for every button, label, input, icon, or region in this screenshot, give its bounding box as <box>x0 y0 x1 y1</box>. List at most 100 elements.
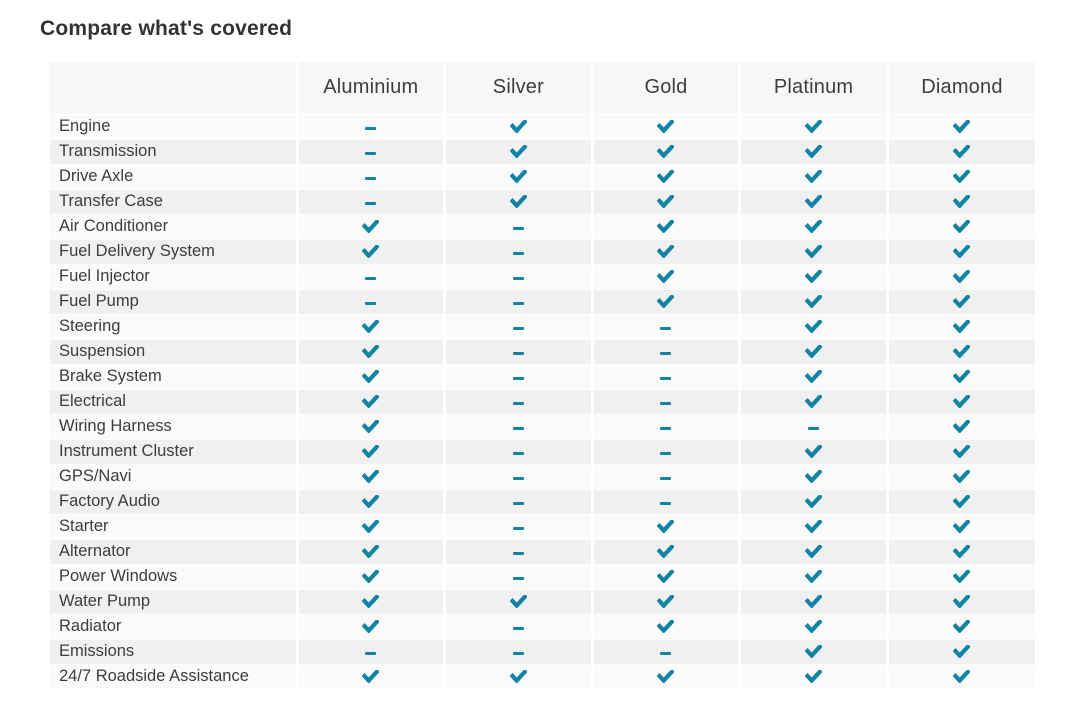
coverage-cell <box>590 138 740 164</box>
coverage-cell <box>885 163 1035 189</box>
coverage-cell <box>885 488 1035 514</box>
row-label: Fuel Injector <box>50 263 297 289</box>
check-icon <box>953 295 971 309</box>
check-icon <box>805 370 823 384</box>
check-icon <box>805 145 823 159</box>
table-row: Suspension <box>50 338 1035 364</box>
coverage-cell <box>590 213 740 239</box>
check-icon <box>805 470 823 484</box>
coverage-cell <box>590 413 740 439</box>
check-icon <box>805 295 823 309</box>
check-icon <box>362 345 380 359</box>
coverage-cell <box>738 438 888 464</box>
coverage-cell <box>295 563 445 589</box>
row-label: Fuel Pump <box>50 288 297 314</box>
check-icon <box>953 645 971 659</box>
coverage-cell <box>295 488 445 514</box>
coverage-cell <box>590 588 740 614</box>
row-label: Suspension <box>50 338 297 364</box>
table-row: Wiring Harness <box>50 413 1035 439</box>
dash-icon <box>512 276 524 281</box>
coverage-cell <box>885 113 1035 139</box>
check-icon <box>657 670 675 684</box>
coverage-cell <box>738 363 888 389</box>
coverage-cell <box>295 238 445 264</box>
coverage-cell <box>295 113 445 139</box>
check-icon <box>362 220 380 234</box>
table-row: Drive Axle <box>50 163 1035 189</box>
row-label: Engine <box>50 113 297 139</box>
check-icon <box>657 595 675 609</box>
check-icon <box>805 495 823 509</box>
coverage-cell <box>590 563 740 589</box>
coverage-cell <box>443 463 593 489</box>
dash-icon <box>365 151 377 156</box>
coverage-cell <box>443 638 593 664</box>
coverage-cell <box>295 538 445 564</box>
check-icon <box>953 445 971 459</box>
header-cell-silver: Silver <box>443 62 593 114</box>
coverage-cell <box>590 638 740 664</box>
table-row: Air Conditioner <box>50 213 1035 239</box>
coverage-cell <box>295 338 445 364</box>
coverage-cell <box>738 563 888 589</box>
coverage-cell <box>295 513 445 539</box>
dash-icon <box>660 451 672 456</box>
coverage-cell <box>443 613 593 639</box>
check-icon <box>657 195 675 209</box>
coverage-cell <box>295 663 445 689</box>
coverage-cell <box>590 338 740 364</box>
check-icon <box>657 170 675 184</box>
coverage-cell <box>590 263 740 289</box>
dash-icon <box>512 426 524 431</box>
check-icon <box>509 595 527 609</box>
check-icon <box>509 120 527 134</box>
dash-icon <box>512 626 524 631</box>
row-label: Transfer Case <box>50 188 297 214</box>
coverage-cell <box>590 238 740 264</box>
row-label: GPS/Navi <box>50 463 297 489</box>
coverage-cell <box>885 213 1035 239</box>
coverage-cell <box>590 363 740 389</box>
row-label: Brake System <box>50 363 297 389</box>
coverage-cell <box>738 463 888 489</box>
coverage-cell <box>590 163 740 189</box>
row-label: Steering <box>50 313 297 339</box>
coverage-cell <box>443 588 593 614</box>
coverage-cell <box>443 338 593 364</box>
table-row: Emissions <box>50 638 1035 664</box>
table-row: Water Pump <box>50 588 1035 614</box>
check-icon <box>362 445 380 459</box>
dash-icon <box>660 326 672 331</box>
dash-icon <box>512 226 524 231</box>
header-cell-gold: Gold <box>590 62 740 114</box>
coverage-cell <box>738 288 888 314</box>
check-icon <box>362 570 380 584</box>
row-label: Starter <box>50 513 297 539</box>
coverage-cell <box>295 638 445 664</box>
coverage-table-body: Engine Transmission Drive Axle Transfer … <box>50 113 1035 689</box>
table-row: GPS/Navi <box>50 463 1035 489</box>
table-row: Transmission <box>50 138 1035 164</box>
check-icon <box>805 195 823 209</box>
coverage-cell <box>295 288 445 314</box>
dash-icon <box>512 551 524 556</box>
table-row: Instrument Cluster <box>50 438 1035 464</box>
table-row: Fuel Pump <box>50 288 1035 314</box>
coverage-cell <box>295 313 445 339</box>
check-icon <box>953 470 971 484</box>
check-icon <box>805 120 823 134</box>
check-icon <box>805 270 823 284</box>
coverage-cell <box>885 388 1035 414</box>
row-label: 24/7 Roadside Assistance <box>50 663 297 689</box>
check-icon <box>509 195 527 209</box>
check-icon <box>953 270 971 284</box>
check-icon <box>953 670 971 684</box>
coverage-cell <box>885 563 1035 589</box>
table-row: 24/7 Roadside Assistance <box>50 663 1035 689</box>
coverage-cell <box>590 438 740 464</box>
check-icon <box>953 420 971 434</box>
coverage-cell <box>443 313 593 339</box>
check-icon <box>362 545 380 559</box>
coverage-cell <box>295 188 445 214</box>
